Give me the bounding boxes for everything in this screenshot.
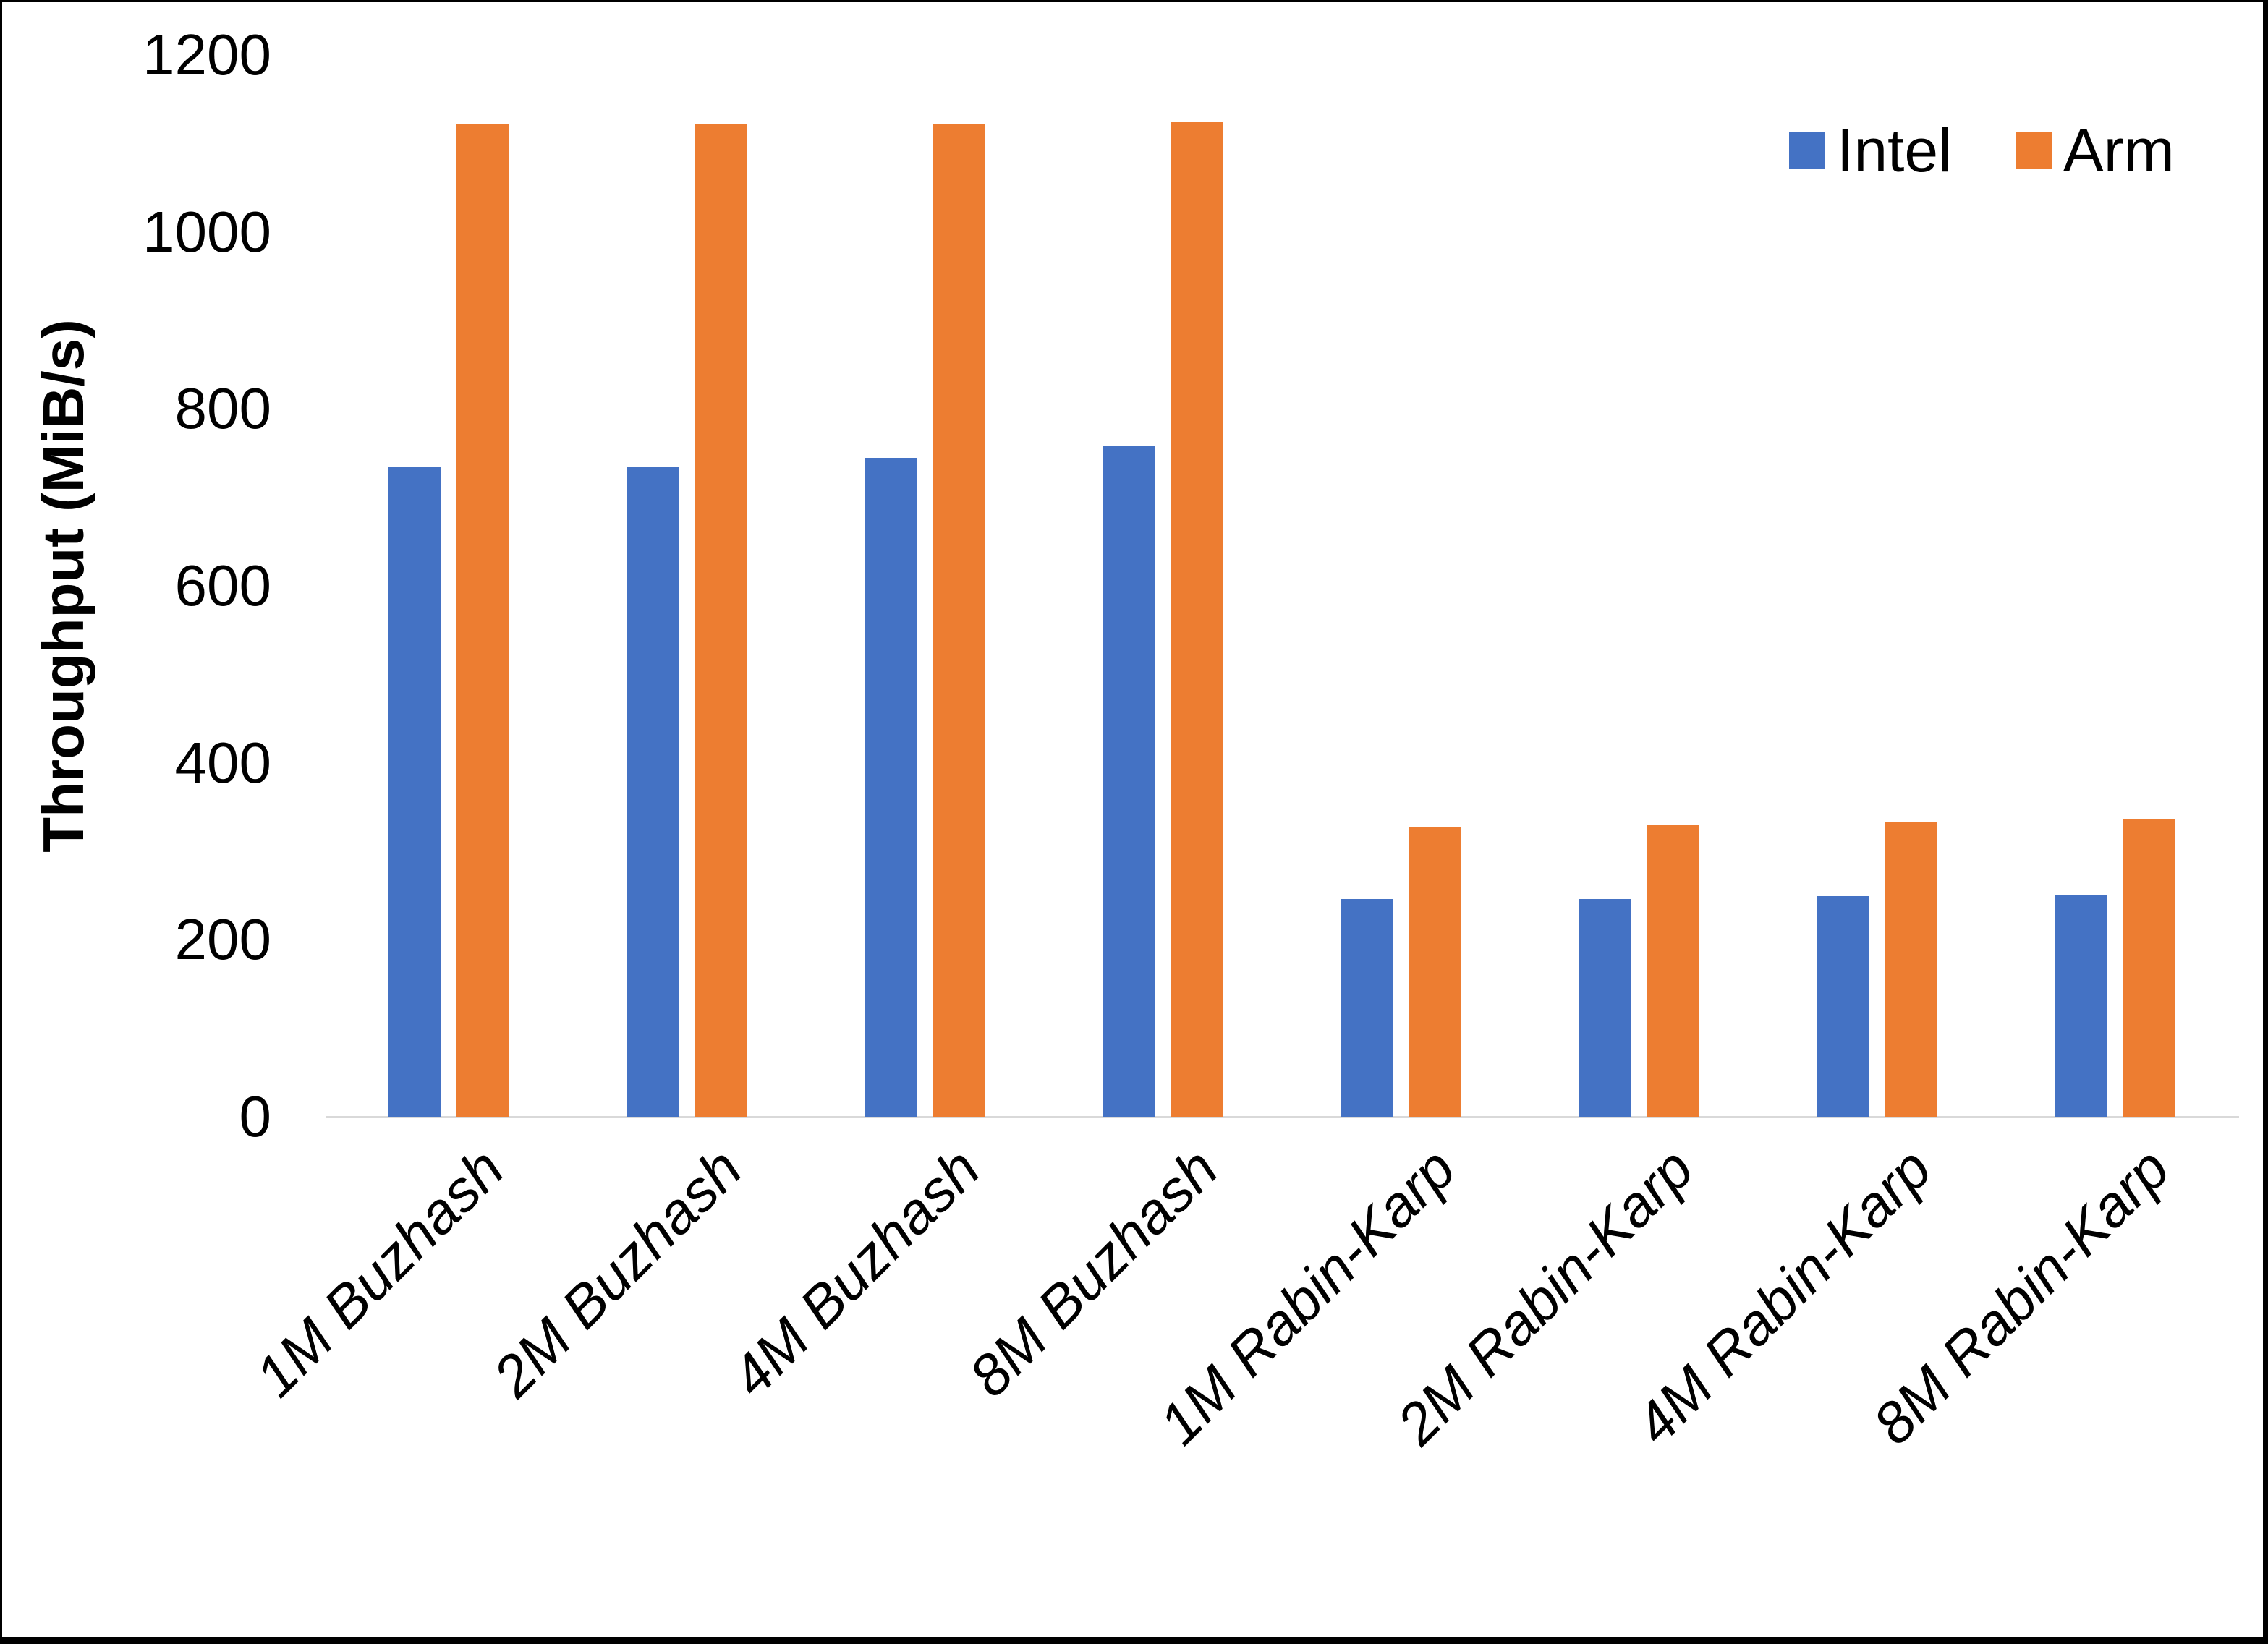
legend-label-intel: Intel: [1837, 116, 1952, 184]
x-axis-line: [326, 1116, 2239, 1118]
bar-intel-3: [865, 458, 917, 1117]
bar-arm-3: [933, 124, 985, 1117]
bar-intel-2: [627, 467, 679, 1117]
bar-arm-2: [695, 124, 747, 1117]
bar-group-3: [808, 55, 1046, 1117]
plot-area: [326, 55, 2239, 1118]
legend-item-intel: Intel: [1789, 116, 1952, 184]
y-tick-label: 600: [174, 553, 271, 618]
intel-legend-swatch-icon: [1789, 132, 1825, 169]
legend-label-arm: Arm: [2063, 116, 2175, 184]
y-tick-label: 0: [239, 1084, 272, 1149]
bar-group-8: [1998, 55, 2236, 1117]
bar-group-2: [570, 55, 808, 1117]
bar-group-5: [1284, 55, 1522, 1117]
bar-group-1: [332, 55, 570, 1117]
bar-arm-4: [1171, 122, 1223, 1117]
bar-group-7: [1760, 55, 1998, 1117]
y-tick-label: 200: [174, 907, 271, 972]
y-tick-label: 1000: [143, 199, 271, 264]
bar-group-6: [1522, 55, 1760, 1117]
bar-arm-8: [2123, 819, 2175, 1117]
bar-intel-7: [1817, 896, 1869, 1117]
bar-arm-7: [1885, 822, 1937, 1117]
bar-groups: [332, 55, 2236, 1117]
bar-group-4: [1046, 55, 1284, 1117]
legend: Intel Arm: [1789, 116, 2175, 184]
bar-arm-6: [1647, 825, 1699, 1117]
legend-item-arm: Arm: [2015, 116, 2175, 184]
bar-intel-8: [2055, 895, 2107, 1117]
bar-intel-1: [388, 467, 441, 1117]
y-tick-label: 400: [174, 730, 271, 795]
x-axis-label: 4M Buzhash: [718, 1136, 992, 1409]
bar-intel-6: [1579, 899, 1631, 1117]
bar-intel-4: [1103, 446, 1155, 1117]
bar-intel-5: [1341, 899, 1393, 1117]
y-tick-label: 1200: [143, 22, 271, 87]
bar-arm-5: [1409, 827, 1461, 1117]
y-tick-label: 800: [174, 376, 271, 441]
x-axis-label: 2M Buzhash: [480, 1136, 754, 1409]
x-axis-label: 8M Buzhash: [956, 1136, 1230, 1409]
x-axis-label: 1M Buzhash: [242, 1136, 516, 1409]
bar-arm-1: [456, 124, 509, 1117]
arm-legend-swatch-icon: [2015, 132, 2052, 169]
